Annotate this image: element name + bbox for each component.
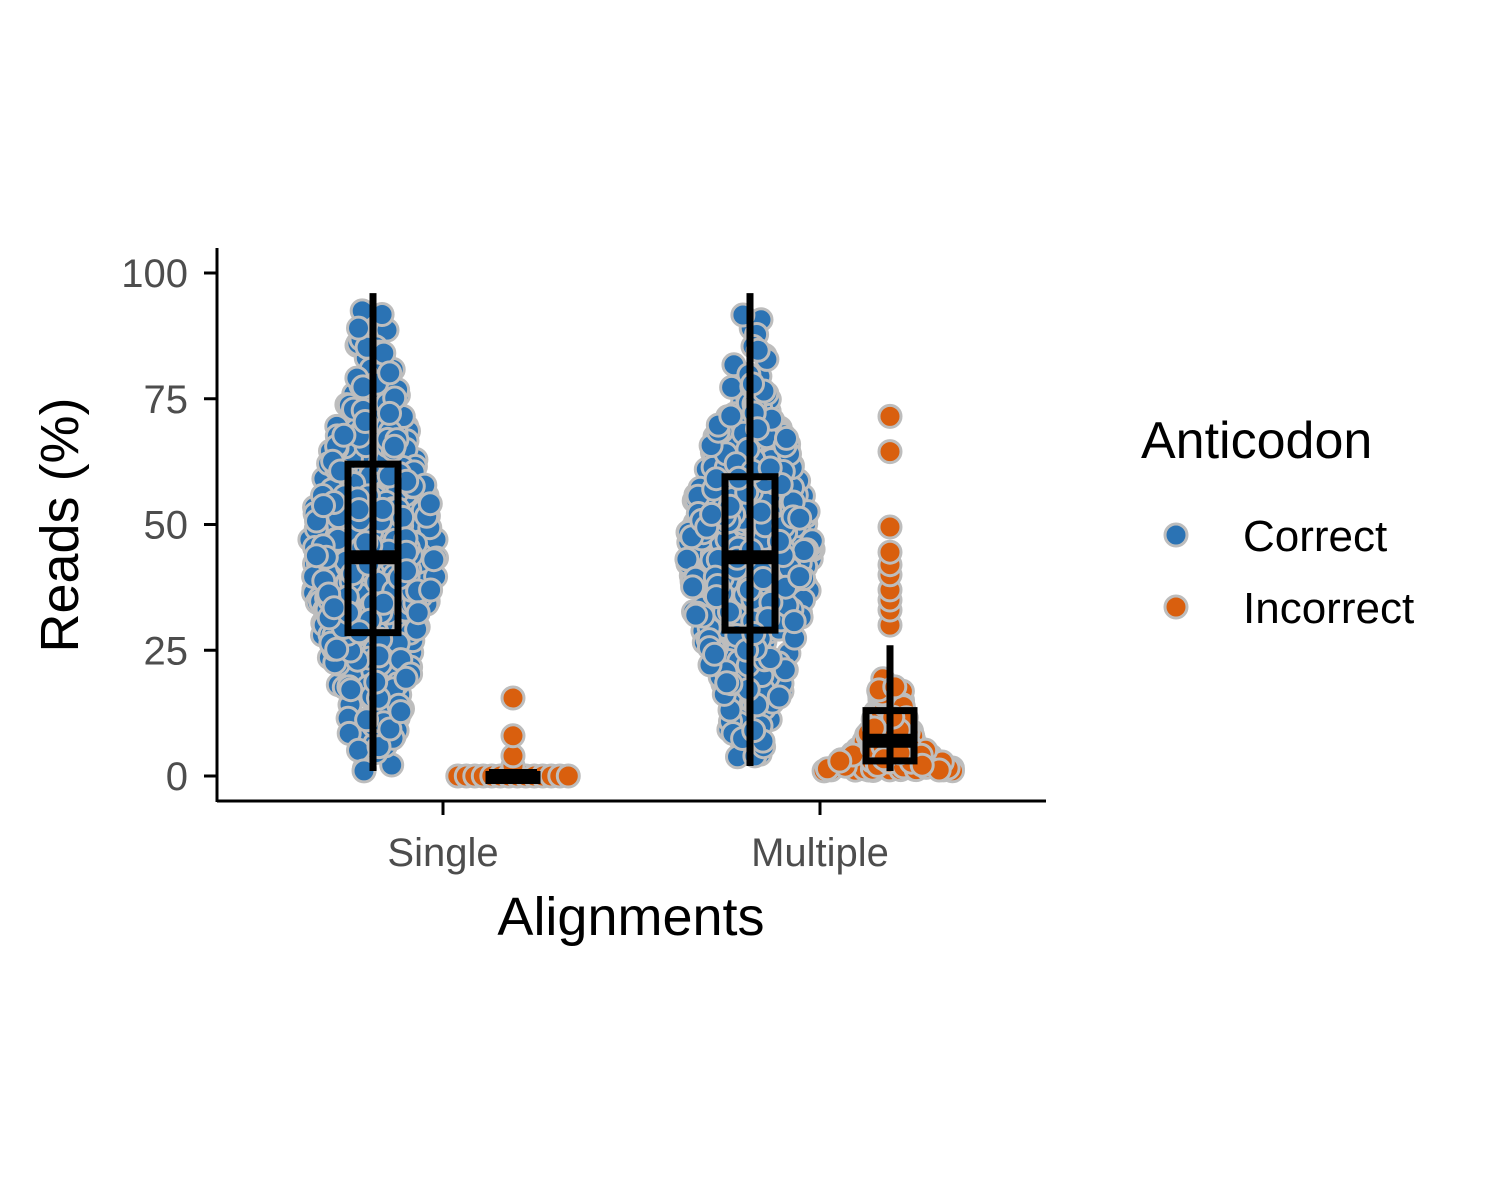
data-point (787, 505, 813, 531)
data-point (346, 737, 371, 763)
data-point (321, 595, 347, 621)
y-tick-label: 100 (121, 252, 188, 296)
data-point (750, 566, 776, 591)
data-point (421, 547, 447, 573)
data-point (781, 609, 807, 635)
y-tick-label: 0 (166, 755, 188, 799)
y-ticks: 0 25 50 75 100 (121, 252, 217, 799)
data-point (680, 574, 706, 600)
y-tick-label: 25 (144, 629, 189, 673)
legend: Anticodon Correct Incorrect (1141, 412, 1414, 633)
data-point (377, 360, 403, 386)
data-point (718, 403, 744, 429)
legend-title: Anticodon (1141, 412, 1372, 470)
boxplot-box (344, 460, 402, 637)
data-point (418, 577, 444, 603)
data-point (741, 718, 767, 744)
data-point (388, 699, 414, 725)
data-point (827, 748, 853, 774)
data-point (377, 716, 403, 742)
data-point (393, 665, 419, 691)
data-point (381, 433, 407, 459)
legend-label: Incorrect (1243, 584, 1414, 633)
x-tick-label: Multiple (751, 831, 889, 875)
legend-key (1163, 594, 1189, 620)
data-point (877, 514, 903, 540)
data-point (303, 543, 329, 569)
data-point (377, 400, 402, 426)
data-point (714, 670, 740, 696)
data-point (787, 564, 813, 590)
y-tick-label: 50 (144, 504, 189, 548)
legend-key (1163, 522, 1189, 548)
data-point (331, 422, 357, 448)
y-axis-title: Reads (%) (30, 397, 90, 652)
x-tick-label: Single (387, 831, 498, 875)
data-point (877, 539, 903, 565)
data-point (683, 602, 709, 628)
data-point (877, 403, 903, 429)
y-tick-label: 75 (144, 378, 189, 422)
data-point (555, 763, 581, 789)
data-point (877, 439, 903, 465)
data-point (500, 685, 526, 711)
data-point (500, 723, 526, 749)
x-ticks: Single Multiple (387, 801, 889, 875)
data-point (766, 684, 792, 710)
data-point (774, 425, 799, 451)
x-axis-title: Alignments (497, 887, 764, 947)
data-point (791, 538, 817, 563)
legend-label: Correct (1243, 512, 1387, 561)
data-point (702, 641, 727, 667)
data-point (346, 315, 371, 341)
data-point (311, 493, 336, 519)
data-point (699, 501, 725, 527)
data-point (405, 600, 431, 626)
data-point (417, 491, 443, 517)
boxplots-layer (344, 293, 918, 784)
data-point (338, 677, 364, 703)
data-point (324, 636, 350, 662)
